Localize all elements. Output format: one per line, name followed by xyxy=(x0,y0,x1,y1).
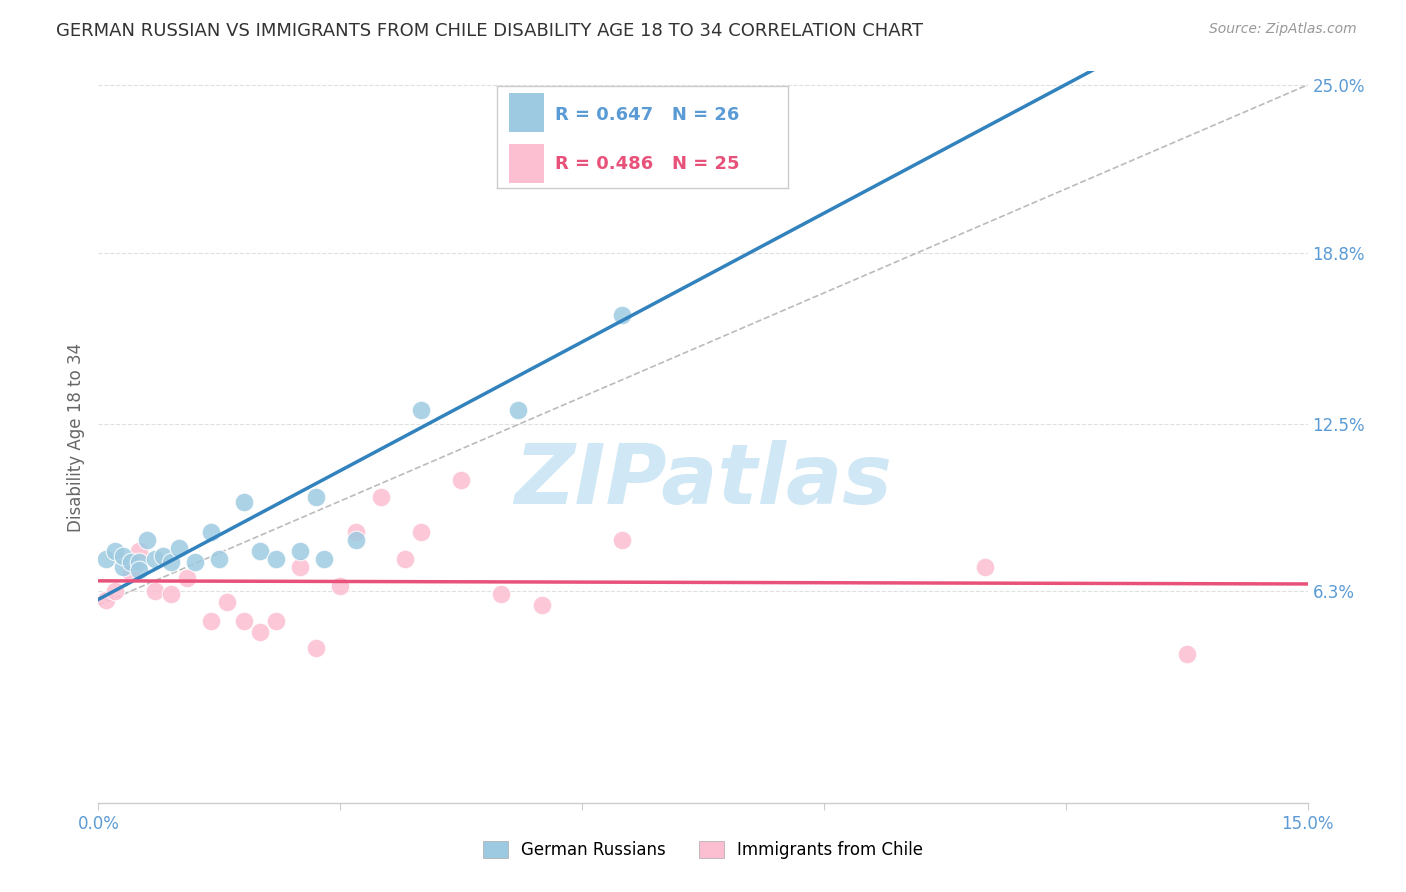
Point xyxy=(152,549,174,564)
Point xyxy=(612,533,634,547)
Point xyxy=(120,555,142,569)
Point xyxy=(491,587,513,601)
Y-axis label: Disability Age 18 to 34: Disability Age 18 to 34 xyxy=(66,343,84,532)
Point xyxy=(612,308,634,322)
Point xyxy=(135,533,157,547)
Point xyxy=(394,552,416,566)
Point xyxy=(232,495,254,509)
Point xyxy=(530,598,553,612)
Point xyxy=(314,552,336,566)
Point xyxy=(329,579,352,593)
Point xyxy=(128,555,150,569)
Point xyxy=(409,403,432,417)
Point xyxy=(264,615,287,629)
Point xyxy=(96,592,118,607)
Point xyxy=(288,544,311,558)
Point xyxy=(344,524,367,539)
Point xyxy=(208,552,231,566)
Point xyxy=(128,563,150,577)
Point xyxy=(120,566,142,580)
Point xyxy=(111,549,134,564)
Point xyxy=(143,552,166,566)
Point xyxy=(305,641,328,656)
Point xyxy=(128,544,150,558)
Point xyxy=(409,524,432,539)
Point xyxy=(103,584,125,599)
Point xyxy=(184,555,207,569)
Point xyxy=(111,560,134,574)
Point xyxy=(288,560,311,574)
Text: GERMAN RUSSIAN VS IMMIGRANTS FROM CHILE DISABILITY AGE 18 TO 34 CORRELATION CHAR: GERMAN RUSSIAN VS IMMIGRANTS FROM CHILE … xyxy=(56,22,924,40)
Point xyxy=(974,560,997,574)
Point xyxy=(450,474,472,488)
Point xyxy=(305,490,328,504)
Point xyxy=(344,533,367,547)
Point xyxy=(1175,647,1198,661)
Point xyxy=(160,587,183,601)
Point xyxy=(264,552,287,566)
Point xyxy=(143,584,166,599)
Point xyxy=(160,555,183,569)
Point xyxy=(506,403,529,417)
Text: Source: ZipAtlas.com: Source: ZipAtlas.com xyxy=(1209,22,1357,37)
Point xyxy=(96,552,118,566)
Point xyxy=(370,490,392,504)
Point xyxy=(249,544,271,558)
Point xyxy=(200,615,222,629)
Point xyxy=(692,159,714,173)
Point xyxy=(249,625,271,640)
Point xyxy=(217,595,239,609)
Point xyxy=(200,524,222,539)
Point xyxy=(167,541,190,556)
Point xyxy=(232,615,254,629)
Text: ZIPatlas: ZIPatlas xyxy=(515,441,891,522)
Point xyxy=(176,571,198,585)
Legend: German Russians, Immigrants from Chile: German Russians, Immigrants from Chile xyxy=(474,833,932,868)
Point xyxy=(103,544,125,558)
